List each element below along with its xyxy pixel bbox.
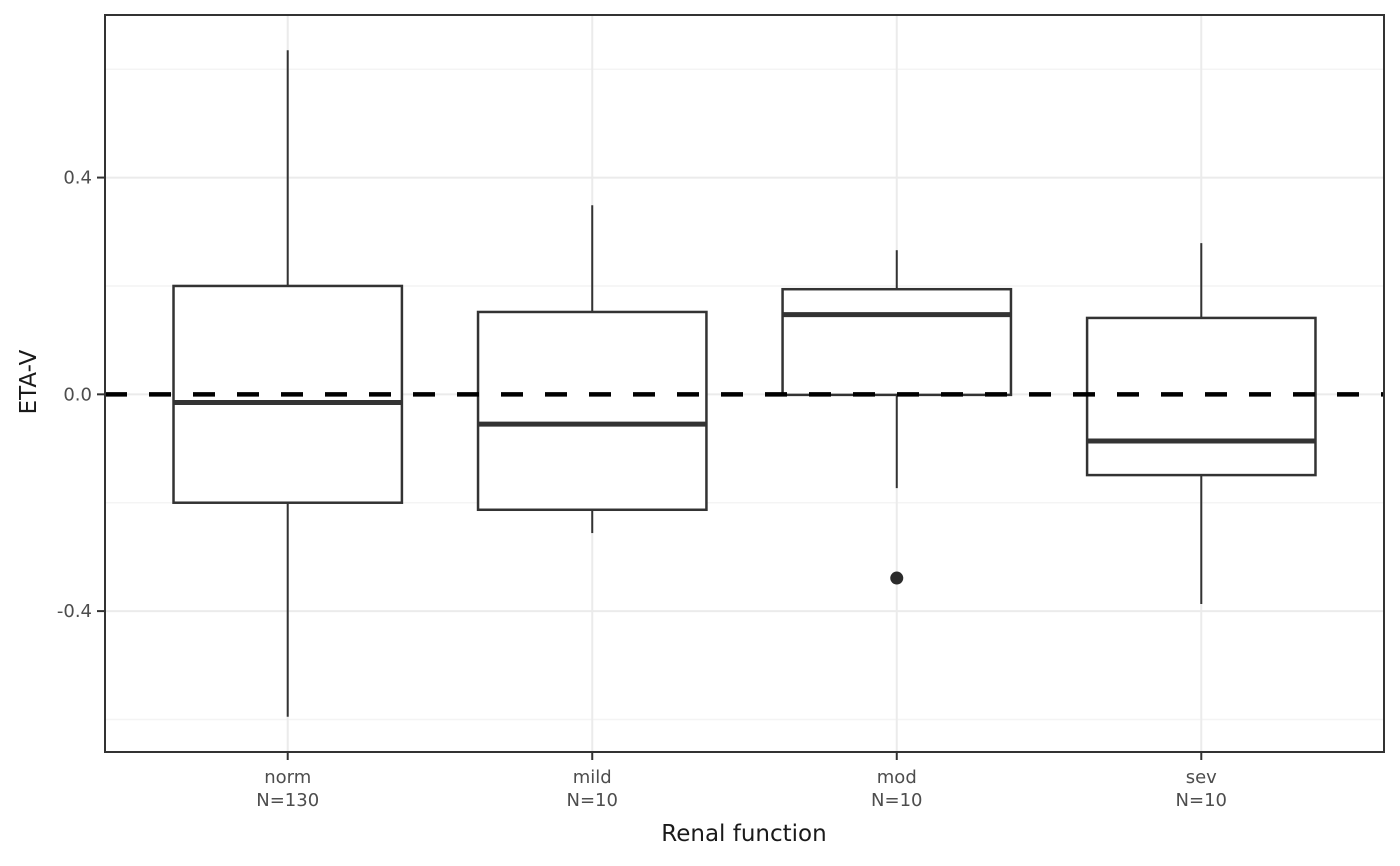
- box-mild: [476, 310, 708, 512]
- y-tick-label: 0.0: [63, 384, 92, 405]
- x-tick-label-count: N=10: [1176, 790, 1227, 811]
- x-tick-label-category: mild: [573, 767, 612, 788]
- y-tick-label: 0.4: [63, 168, 92, 189]
- y-axis-title: ETA-V: [16, 349, 42, 414]
- x-tick-label-count: N=130: [256, 790, 319, 811]
- x-axis-title: Renal function: [661, 821, 826, 847]
- x-tick-label-count: N=10: [871, 790, 922, 811]
- outliers-layer: [890, 571, 904, 585]
- outlier-point-mod: [890, 571, 904, 585]
- y-tick-label: -0.4: [57, 601, 92, 622]
- x-tick-label-category: mod: [877, 767, 917, 788]
- x-tick-label-category: sev: [1186, 767, 1217, 788]
- x-tick-label-category: norm: [264, 767, 311, 788]
- x-tick-label-count: N=10: [567, 790, 618, 811]
- panel-border: [104, 14, 1385, 753]
- box-mod: [781, 287, 1013, 397]
- boxplots-layer: [172, 50, 1317, 717]
- axis-tick-labels-layer: 0.40.0-0.4normN=130mildN=10modN=10sevN=1…: [57, 168, 1227, 811]
- axis-ticks-layer: [97, 176, 1203, 760]
